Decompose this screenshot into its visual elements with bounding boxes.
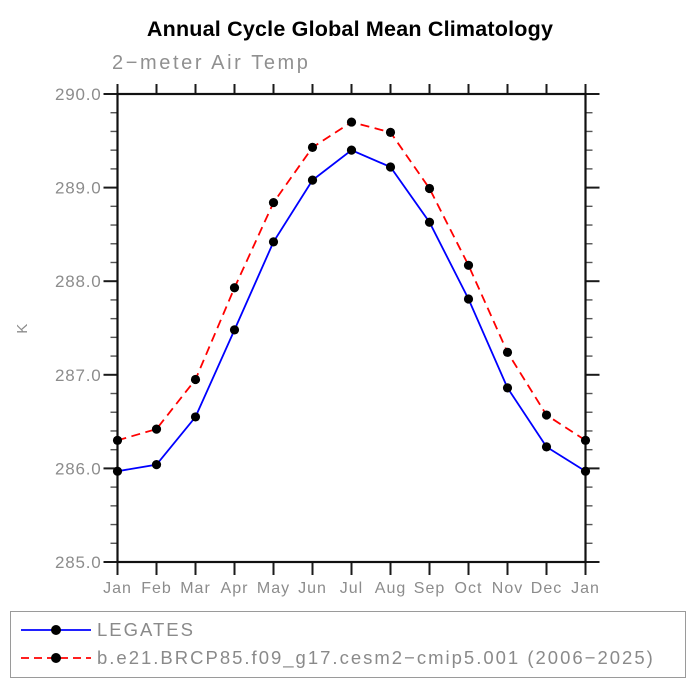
legend-line-sample-solid: [21, 625, 91, 635]
legend-marker-icon: [51, 653, 61, 663]
data-point-marker: [229, 283, 240, 293]
legend-label-cesm2: b.e21.BRCP85.f09_g17.cesm2−cmip5.001 (20…: [97, 647, 655, 668]
data-point-marker: [151, 460, 162, 470]
series-line-cesm2: [117, 121, 586, 442]
y-axis-title: K: [14, 322, 31, 334]
data-point-marker: [580, 435, 591, 445]
y-tick-label: 290.0: [55, 85, 102, 104]
data-point-marker: [190, 412, 201, 422]
x-tick-label: Jan: [571, 580, 600, 597]
legend-row-legates: LEGATES: [17, 617, 195, 643]
y-tick-label: 285.0: [55, 553, 102, 572]
data-point-marker: [346, 145, 357, 155]
x-tick-label: Nov: [492, 580, 523, 597]
x-tick-label: Mar: [180, 580, 211, 597]
x-tick-label: Jun: [298, 580, 327, 597]
data-point-marker: [385, 162, 396, 172]
data-point-marker: [307, 175, 318, 185]
legend: LEGATES b.e21.BRCP85.f09_g17.cesm2−cmip5…: [10, 611, 686, 678]
data-point-marker: [346, 117, 357, 127]
x-tick-label: Aug: [375, 580, 406, 597]
legend-label-legates: LEGATES: [97, 619, 195, 640]
x-tick-label: Oct: [455, 580, 483, 597]
data-point-marker: [502, 383, 513, 393]
legend-line-sample-dashed: [21, 653, 91, 663]
y-tick-label: 287.0: [55, 366, 102, 385]
plot-frame: [116, 92, 587, 564]
data-point-marker: [112, 466, 123, 476]
x-tick-label: Jul: [340, 580, 363, 597]
data-point-marker: [541, 410, 552, 420]
x-tick-label: Apr: [221, 580, 249, 597]
data-point-marker: [502, 347, 513, 357]
x-tick-label: Feb: [141, 580, 172, 597]
chart-title: Annual Cycle Global Mean Climatology: [146, 17, 554, 41]
data-point-marker: [580, 466, 591, 476]
x-tick-label: Dec: [531, 580, 562, 597]
data-point-marker: [424, 183, 435, 194]
data-point-marker: [229, 325, 240, 335]
x-tick-label: Sep: [414, 580, 445, 597]
data-point-marker: [112, 435, 123, 445]
data-point-marker: [463, 260, 474, 270]
series-line-legates: [117, 149, 586, 473]
y-tick-label: 288.0: [55, 272, 102, 291]
data-point-marker: [268, 197, 279, 208]
chart-subtitle: 2−meter Air Temp: [112, 52, 311, 74]
y-tick-label: 289.0: [55, 179, 102, 198]
data-point-marker: [307, 142, 318, 152]
data-point-marker: [541, 442, 552, 452]
data-point-marker: [463, 294, 474, 304]
x-tick-label: Jan: [103, 580, 132, 597]
x-tick-label: May: [257, 580, 290, 597]
data-point-marker: [190, 374, 201, 385]
legend-row-cesm2: b.e21.BRCP85.f09_g17.cesm2−cmip5.001 (20…: [17, 645, 655, 671]
data-point-marker: [268, 237, 279, 247]
y-tick-label: 286.0: [55, 459, 102, 478]
data-point-marker: [424, 217, 435, 227]
data-point-marker: [385, 127, 396, 137]
legend-marker-icon: [51, 625, 61, 635]
data-point-marker: [151, 424, 162, 434]
plot-area: Jan Feb Mar Apr May Jun Jul Aug Sep Oct Nov Dec Jan2…: [14, 84, 600, 597]
